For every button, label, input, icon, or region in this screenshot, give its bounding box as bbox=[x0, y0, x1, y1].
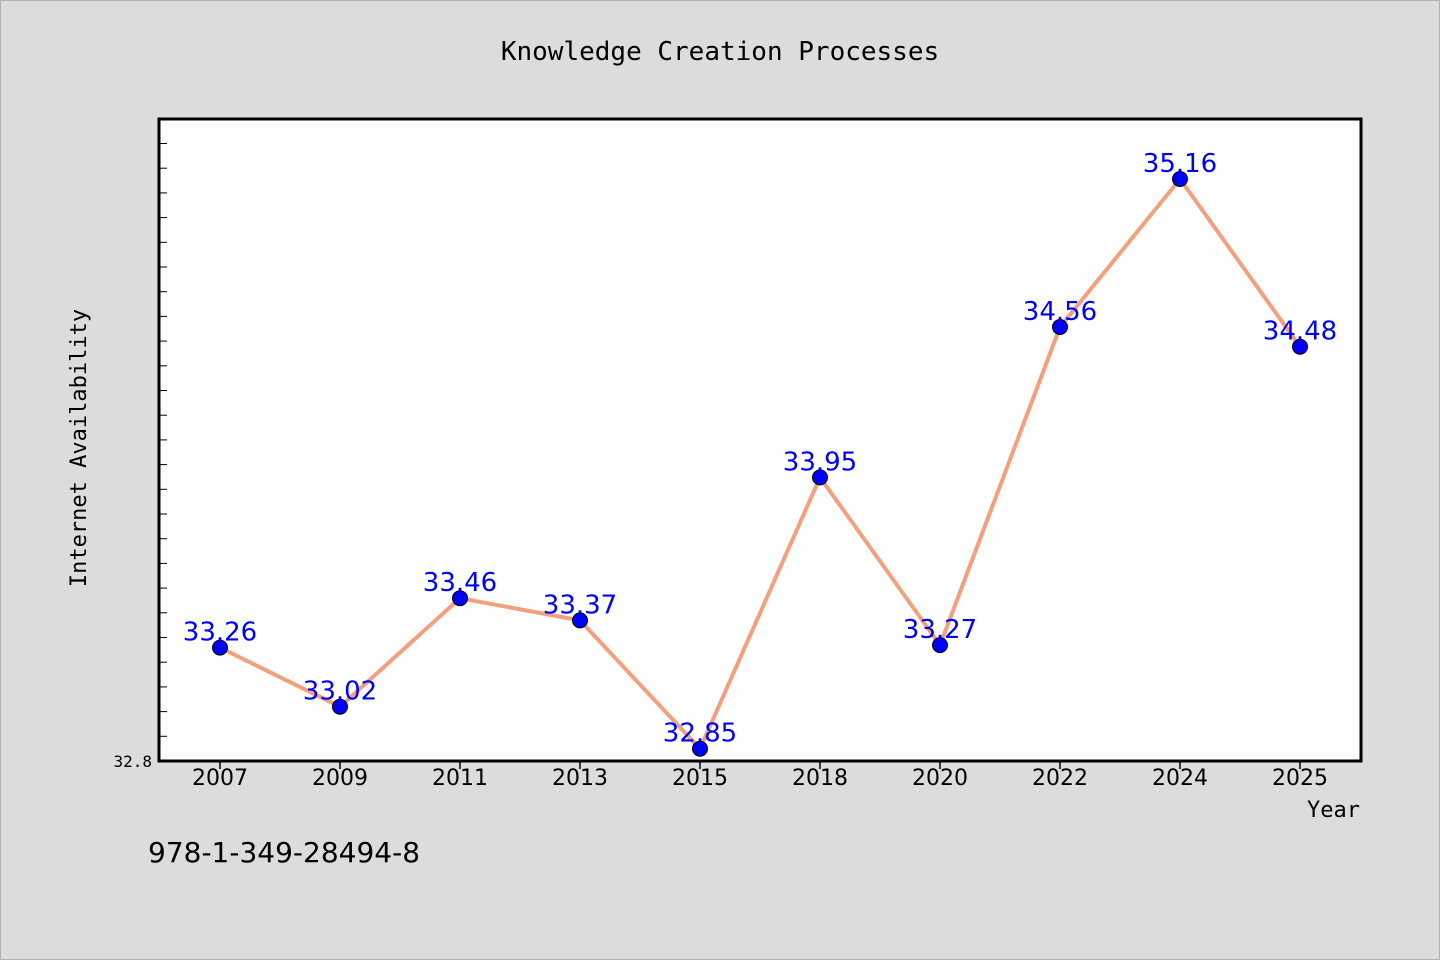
data-value-label: 33.37 bbox=[543, 590, 617, 620]
y-axis-ticks bbox=[159, 143, 167, 762]
x-tick-label: 2007 bbox=[192, 766, 248, 791]
y-axis-label: Internet Availability bbox=[67, 309, 92, 587]
data-value-label: 35.16 bbox=[1143, 149, 1217, 179]
data-value-label: 34.56 bbox=[1023, 297, 1097, 327]
x-tick-label: 2011 bbox=[432, 766, 488, 791]
data-value-label: 33.27 bbox=[903, 615, 977, 645]
data-point-marker bbox=[692, 740, 708, 757]
x-axis-ticks: 2007 2009 2011 2013 2015 2018 2020 2022 2024 2025 bbox=[192, 761, 1328, 791]
data-labels: 33.26 33.02 33.46 33.37 32.85 33.95 33.27 34.56… bbox=[183, 149, 1337, 749]
footnote-isbn: 978-1-349-28494-8 bbox=[148, 836, 420, 869]
x-tick-label: 2009 bbox=[312, 766, 368, 791]
data-point-marker bbox=[1292, 338, 1308, 355]
plot-area bbox=[157, 117, 1363, 763]
data-point-marker bbox=[212, 639, 228, 656]
data-point-marker bbox=[452, 590, 468, 607]
chart-title: Knowledge Creation Processes bbox=[501, 37, 939, 67]
series-line bbox=[219, 177, 1302, 751]
data-value-label: 34.48 bbox=[1263, 317, 1337, 347]
data-point-marker bbox=[332, 698, 348, 715]
data-point-marker bbox=[812, 469, 828, 486]
data-value-label: 32.85 bbox=[663, 719, 737, 749]
data-value-label: 33.26 bbox=[183, 618, 257, 648]
x-tick-label: 2025 bbox=[1272, 766, 1328, 791]
x-tick-label: 2018 bbox=[792, 766, 848, 791]
data-value-label: 33.95 bbox=[783, 447, 857, 477]
x-tick-label: 2015 bbox=[672, 766, 728, 791]
x-tick-label: 2022 bbox=[1032, 766, 1088, 791]
x-axis-label: Year bbox=[1307, 798, 1360, 823]
data-point-marker bbox=[1172, 171, 1188, 187]
data-point-marker bbox=[932, 637, 948, 654]
x-tick-label: 2020 bbox=[912, 766, 968, 791]
data-point-marker bbox=[572, 612, 588, 629]
data-value-label: 33.02 bbox=[303, 677, 377, 707]
x-tick-label: 2024 bbox=[1152, 766, 1208, 791]
data-value-label: 33.46 bbox=[423, 568, 497, 598]
x-tick-label: 2013 bbox=[552, 766, 608, 791]
data-point-marker bbox=[1052, 319, 1068, 335]
y-tick-label: 32.8 bbox=[113, 752, 152, 771]
data-markers bbox=[212, 171, 1308, 757]
